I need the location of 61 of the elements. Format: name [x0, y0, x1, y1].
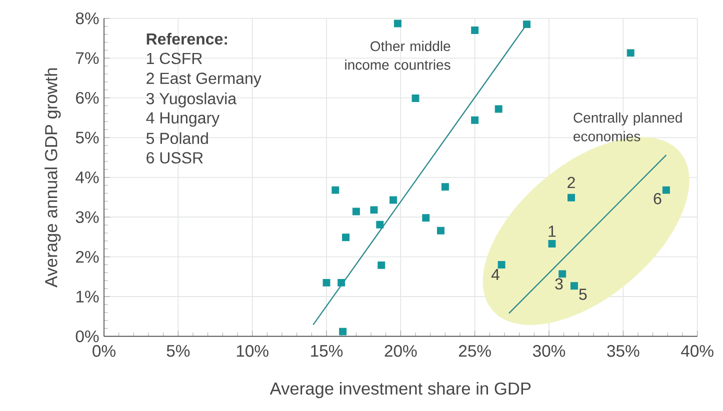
x-tick-label: 10%: [236, 345, 268, 357]
x-tick-label: 0%: [92, 345, 116, 357]
y-tick-label: 3%: [76, 211, 99, 223]
x-tick-label: 20%: [384, 345, 417, 357]
point: [523, 20, 530, 28]
point: [548, 240, 556, 248]
point: [376, 220, 384, 228]
x-tick-label: 30%: [532, 345, 566, 357]
annotation: 1 CSFR: [147, 52, 202, 64]
point: [422, 214, 430, 222]
x-tick-label: 25%: [458, 345, 491, 357]
y-tick-label: 2%: [76, 250, 99, 263]
annotation: 2: [568, 176, 575, 188]
point: [494, 105, 502, 113]
annotation: Centrally planned economies: [574, 112, 682, 142]
point: [332, 186, 340, 194]
x-axis-title: Average investment share in GDP: [270, 382, 531, 398]
y-tick-label: 6%: [76, 92, 99, 104]
point: [498, 261, 506, 269]
y-tick-label: 8%: [76, 12, 99, 24]
point: [570, 282, 578, 290]
point: [342, 234, 350, 242]
point: [352, 208, 360, 216]
annotation: 6: [654, 193, 662, 204]
x-tick-label: 35%: [607, 345, 640, 357]
y-tick-label: 4%: [76, 172, 99, 184]
y-axis-title: Average annual GDP growth: [44, 68, 61, 288]
annotation: Reference:: [146, 32, 227, 45]
point: [370, 206, 378, 214]
y-tick-label: 1%: [76, 290, 99, 302]
point: [390, 196, 397, 204]
annotation: 5: [579, 288, 587, 300]
point: [338, 278, 346, 286]
point: [436, 226, 444, 234]
point: [412, 94, 420, 102]
point: [568, 194, 575, 202]
x-tick-label: 15%: [311, 345, 343, 357]
point: [394, 20, 402, 28]
point: [662, 186, 670, 194]
annotation: 5 Poland: [146, 132, 208, 144]
x-tick-label: 5%: [166, 345, 190, 357]
point: [471, 26, 479, 34]
annotation: 1: [548, 226, 556, 237]
annotation: 4 Hungary: [146, 112, 220, 127]
point: [339, 328, 347, 336]
x-tick-label: 40%: [681, 345, 714, 357]
point: [322, 278, 330, 286]
point: [626, 49, 634, 57]
point: [558, 270, 566, 278]
point: [471, 116, 479, 124]
point: [441, 183, 449, 191]
y-tick-label: 5%: [76, 132, 99, 144]
point: [378, 261, 386, 269]
annotation: 6 USSR: [146, 152, 203, 164]
annotation: 2 East Germany: [146, 72, 262, 88]
annotation: 4: [491, 269, 500, 280]
y-tick-label: 7%: [76, 52, 99, 64]
annotation: 3: [555, 278, 563, 290]
annotation: Other middle income countries: [345, 40, 450, 70]
y-tick-label: 0%: [76, 330, 99, 342]
annotation: 3 Yugoslavia: [146, 92, 237, 108]
